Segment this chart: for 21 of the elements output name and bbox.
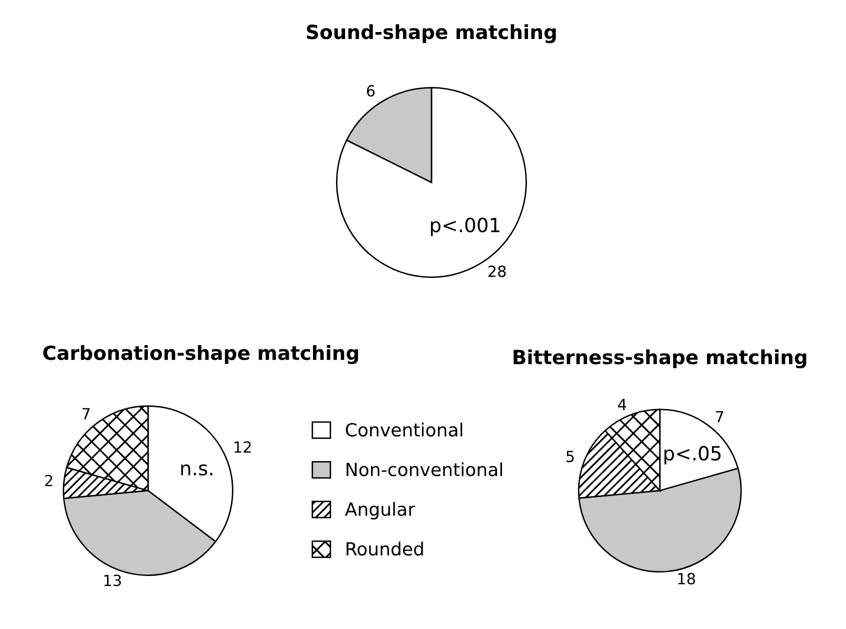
- legend-label: Non-conventional: [346, 462, 502, 476]
- data-label: 6: [366, 85, 375, 97]
- text: p<.001: [430, 218, 500, 236]
- legend-label: Rounded: [346, 542, 423, 556]
- chart-title: Bitterness-shape matching: [514, 349, 806, 368]
- text: n.s.: [181, 464, 212, 476]
- data-label: 2: [45, 474, 52, 486]
- chart-title: Sound-shape matching: [306, 24, 556, 44]
- data-label: 5: [566, 450, 574, 462]
- data-label: 28: [488, 266, 506, 278]
- data-label: 7: [82, 408, 90, 420]
- data-label: 7: [716, 411, 724, 422]
- data-label: 4: [618, 398, 626, 410]
- pie-slice: [336, 86, 527, 278]
- legend-label: Angular: [344, 502, 416, 520]
- chart-title: Carbonation-shape matching: [43, 345, 358, 364]
- legend-label: Conventional: [346, 422, 462, 437]
- data-label: 18: [678, 572, 695, 584]
- data-label: 13: [104, 574, 121, 586]
- text: p<.05: [664, 446, 721, 464]
- data-label: 12: [234, 441, 251, 453]
